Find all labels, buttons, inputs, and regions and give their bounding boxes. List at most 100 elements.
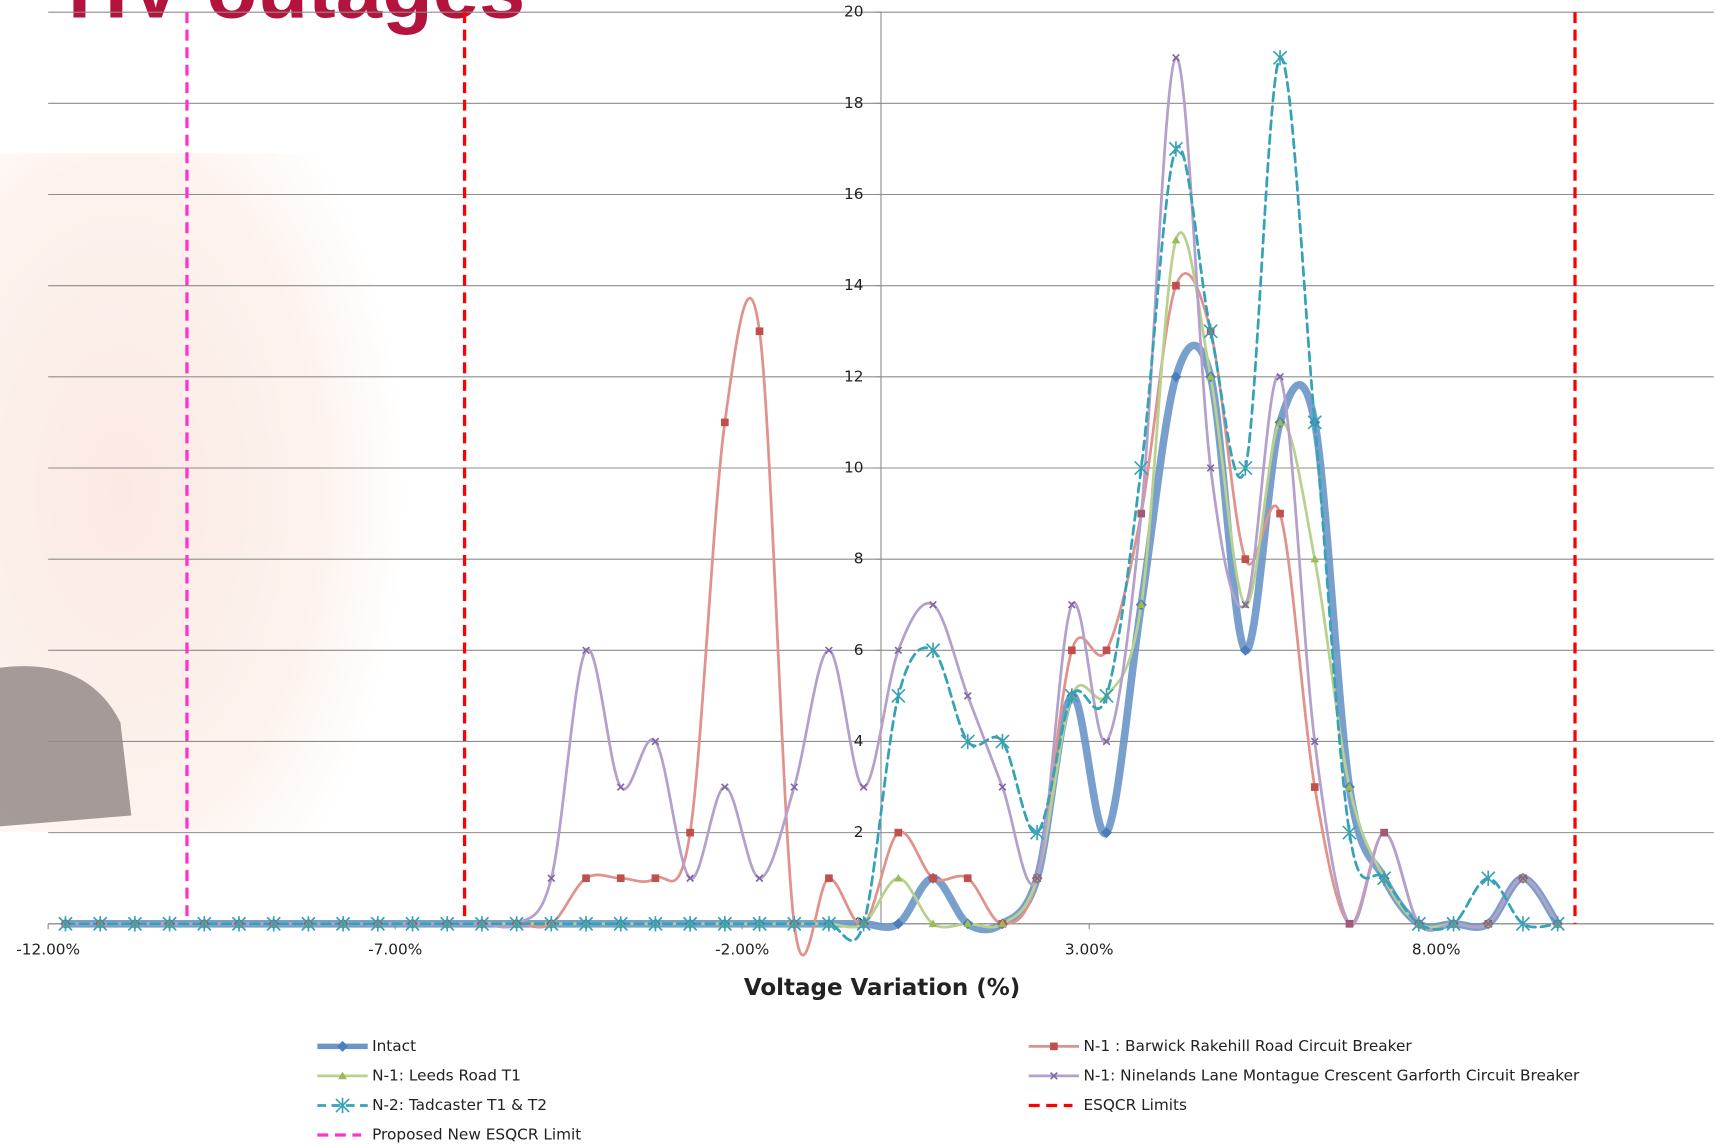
data-point xyxy=(1137,509,1146,518)
data-point xyxy=(582,874,590,883)
y-tick-label: 6 xyxy=(854,641,864,659)
data-point xyxy=(197,916,212,932)
data-point xyxy=(1515,916,1531,932)
data-point xyxy=(440,916,455,932)
data-point xyxy=(963,692,972,700)
data-point xyxy=(1550,916,1565,932)
data-point xyxy=(1102,737,1111,746)
data-point xyxy=(1064,688,1079,704)
data-point xyxy=(1380,828,1389,837)
data-point xyxy=(405,916,420,932)
data-point xyxy=(891,688,906,704)
legend-label: ESQCR Limits xyxy=(1083,1096,1187,1114)
data-point xyxy=(995,733,1010,750)
data-point xyxy=(1029,824,1045,841)
data-point xyxy=(717,916,732,932)
data-point xyxy=(1276,372,1284,381)
y-tick-label: 12 xyxy=(844,367,864,385)
x-tick-label: -7.00% xyxy=(368,941,422,959)
y-tick-label: 8 xyxy=(854,550,864,568)
data-point xyxy=(720,418,729,427)
legend-marker xyxy=(337,1040,349,1052)
data-point xyxy=(682,916,698,932)
data-point xyxy=(613,916,628,932)
data-point xyxy=(1310,554,1320,563)
data-point xyxy=(544,916,559,932)
y-tick-label: 14 xyxy=(844,276,864,294)
y-tick-label: 10 xyxy=(844,458,864,476)
data-point xyxy=(686,874,694,883)
data-point xyxy=(474,916,490,932)
data-point xyxy=(370,916,385,932)
data-point xyxy=(1136,600,1146,609)
data-point xyxy=(1099,688,1114,704)
data-point xyxy=(1172,281,1180,290)
data-point xyxy=(547,874,556,883)
legend-marker xyxy=(1050,1072,1058,1080)
data-point xyxy=(1172,53,1180,62)
legend-item: Proposed New ESQCR Limit xyxy=(317,1126,581,1144)
y-tick-label: 2 xyxy=(854,823,864,841)
data-point xyxy=(963,919,973,928)
series-line xyxy=(64,56,1560,932)
legend-item: ESQCR Limits xyxy=(1028,1096,1187,1114)
data-point xyxy=(752,916,767,932)
legend-item: N-1: Ninelands Lane Montague Crescent Ga… xyxy=(1028,1066,1580,1084)
y-tick-label: 18 xyxy=(844,94,864,112)
legend-marker xyxy=(338,1071,347,1080)
data-point xyxy=(790,783,799,791)
data-point xyxy=(509,916,524,932)
data-point xyxy=(686,828,694,837)
legend-label: Intact xyxy=(372,1037,416,1055)
data-point xyxy=(1307,414,1322,431)
data-point xyxy=(894,828,903,837)
data-point xyxy=(1411,916,1426,932)
data-point xyxy=(1519,874,1527,883)
legend-item: N-2: Tadcaster T1 & T2 xyxy=(317,1096,547,1114)
data-point xyxy=(929,600,937,609)
data-point xyxy=(651,737,660,746)
data-point xyxy=(1241,600,1250,609)
y-tick-label: 20 xyxy=(844,3,864,21)
data-point xyxy=(231,916,247,932)
chart-title: HV outages xyxy=(68,0,525,36)
data-point xyxy=(582,646,590,655)
data-point xyxy=(335,916,351,932)
data-point xyxy=(1241,555,1250,563)
data-point xyxy=(1203,323,1218,339)
data-point xyxy=(1310,783,1319,791)
data-point xyxy=(720,783,729,791)
x-tick-label: 8.00% xyxy=(1412,941,1461,959)
legend-label: N-2: Tadcaster T1 & T2 xyxy=(372,1096,547,1114)
data-point xyxy=(960,733,975,750)
data-point xyxy=(925,642,941,658)
data-point xyxy=(58,916,73,932)
data-point xyxy=(1134,460,1149,476)
data-point xyxy=(892,918,904,930)
legend-marker xyxy=(335,1097,350,1114)
legend-label: N-1: Leeds Road T1 xyxy=(372,1066,521,1084)
data-point xyxy=(928,919,938,928)
data-point xyxy=(894,646,903,655)
x-tick-label: -12.00% xyxy=(16,941,80,959)
data-point xyxy=(821,916,837,932)
data-point xyxy=(1377,870,1392,886)
data-point xyxy=(1238,460,1253,476)
data-point xyxy=(1067,600,1076,609)
x-tick-label: 3.00% xyxy=(1065,941,1114,959)
data-point xyxy=(651,874,660,883)
data-point xyxy=(998,919,1007,928)
data-point xyxy=(856,916,871,932)
legend-label: N-1: Ninelands Lane Montague Crescent Ga… xyxy=(1083,1066,1580,1084)
data-point xyxy=(825,874,833,883)
x-axis-title: Voltage Variation (%) xyxy=(744,975,1020,1001)
data-point xyxy=(1310,737,1319,746)
y-tick-label: 16 xyxy=(844,185,864,203)
data-point xyxy=(1168,141,1184,157)
legend-label: N-1 : Barwick Rakehill Road Circuit Brea… xyxy=(1083,1037,1412,1055)
legend-item: N-1: Leeds Road T1 xyxy=(317,1066,521,1084)
legend-label: Proposed New ESQCR Limit xyxy=(372,1126,581,1144)
data-point xyxy=(1033,874,1042,883)
